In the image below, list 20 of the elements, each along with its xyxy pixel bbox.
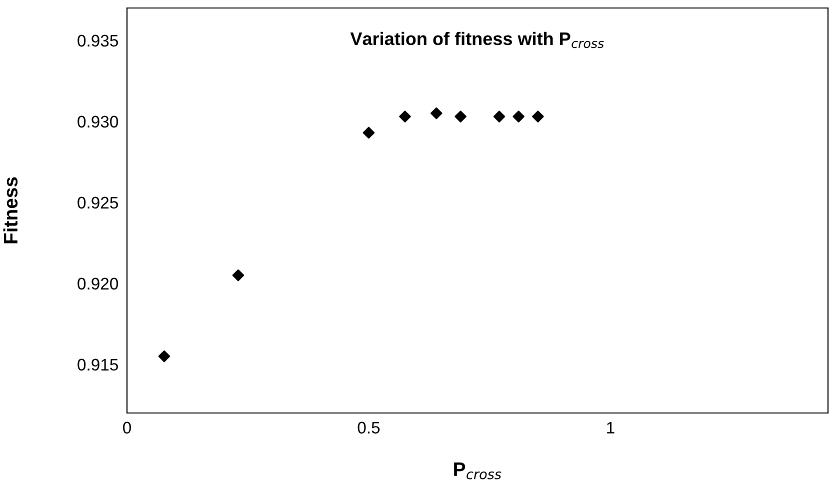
point: [399, 110, 411, 122]
y-tick-label: 0.930: [78, 116, 118, 128]
x-tick-label: 0.5: [358, 422, 380, 434]
point: [362, 126, 375, 139]
point: [512, 110, 524, 122]
y-tick-label: 0.935: [78, 34, 118, 47]
y-tick-label: 0.920: [78, 278, 118, 290]
point: [493, 110, 506, 122]
point: [232, 269, 244, 282]
x-axis-title: P$_{cross}$: [454, 462, 502, 480]
text: Variation of fitness with P$_{cross}$: [350, 32, 604, 48]
point: [454, 110, 466, 122]
x-tick-label: 1: [607, 422, 614, 434]
x-tick-label: 0: [123, 422, 131, 434]
point: [430, 107, 442, 120]
y-axis-title: Fitness: [3, 177, 18, 244]
y-tick-label: 0.925: [78, 196, 118, 209]
point: [532, 110, 544, 122]
point: [158, 350, 170, 362]
y-tick-label: 0.915: [78, 358, 118, 371]
